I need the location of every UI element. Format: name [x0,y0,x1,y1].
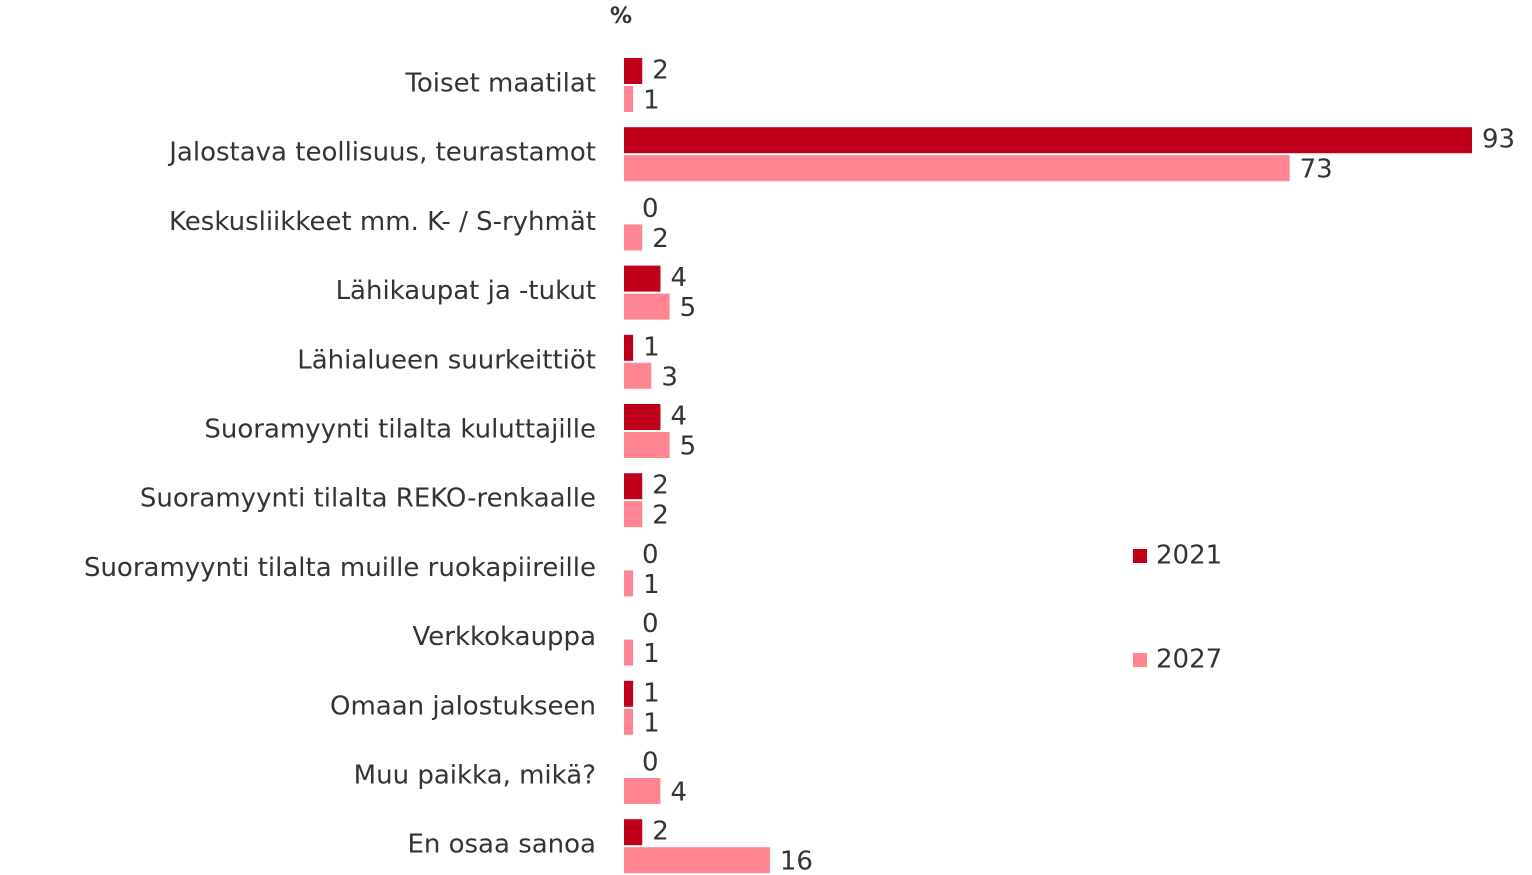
bar [624,293,670,320]
bar [624,334,634,361]
bar [624,362,652,389]
value-label: 16 [780,847,813,875]
category-label: Verkkokauppa [413,622,597,652]
value-label: 2 [652,817,669,847]
value-label: 0 [642,748,659,778]
value-label: 0 [642,540,659,570]
legend-swatch [1133,653,1147,667]
bar [624,473,643,500]
bar [624,570,634,597]
bar [624,404,661,430]
value-label: 1 [643,639,660,669]
category-label: Lähialueen suurkeittiöt [297,345,596,375]
category-label: En osaa sanoa [407,830,596,860]
category-label: Omaan jalostukseen [330,691,596,721]
value-label: 73 [1300,155,1333,185]
unit-label: % [610,4,632,29]
legend-swatch [1133,549,1147,563]
value-label: 5 [680,432,697,462]
value-label: 5 [680,293,697,323]
bar [624,432,670,458]
bar [624,680,634,707]
value-label: 2 [652,224,669,254]
category-label: Toiset maatilat [404,69,596,99]
category-label: Jalostava teollisuus, teurastamot [167,138,596,168]
bar [624,224,643,251]
bar [624,819,643,846]
bar [624,265,661,292]
value-label: 0 [642,194,659,224]
value-label: 1 [643,708,660,738]
value-label: 4 [670,778,687,808]
bar [624,778,661,804]
value-label: 1 [643,86,660,116]
category-label: Keskusliikkeet mm. K- / S-ryhmät [169,207,596,237]
category-label: Muu paikka, mikä? [354,761,596,791]
category-label: Lähikaupat ja -tukut [336,276,596,306]
legend-label: 2027 [1156,645,1222,675]
bar [624,155,1290,182]
value-label: 2 [652,501,669,531]
category-label: Suoramyynti tilalta REKO-renkaalle [140,484,596,514]
bar [624,58,643,84]
value-label: 3 [661,362,678,392]
value-label: 1 [643,678,660,708]
value-label: 1 [643,332,660,362]
bar [624,86,634,112]
value-label: 2 [652,56,669,86]
bar [624,501,643,528]
bar [624,639,634,666]
value-label: 4 [670,402,687,432]
bar [624,708,634,735]
value-label: 4 [670,263,687,293]
bar [624,127,1472,154]
category-label: Suoramyynti tilalta muille ruokapiireill… [84,553,596,583]
category-label: Suoramyynti tilalta kuluttajille [204,415,596,445]
value-label: 93 [1482,125,1515,155]
value-label: 2 [652,471,669,501]
legend-label: 2021 [1156,541,1222,571]
value-label: 1 [643,570,660,600]
value-label: 0 [642,609,659,639]
bar [624,847,770,874]
